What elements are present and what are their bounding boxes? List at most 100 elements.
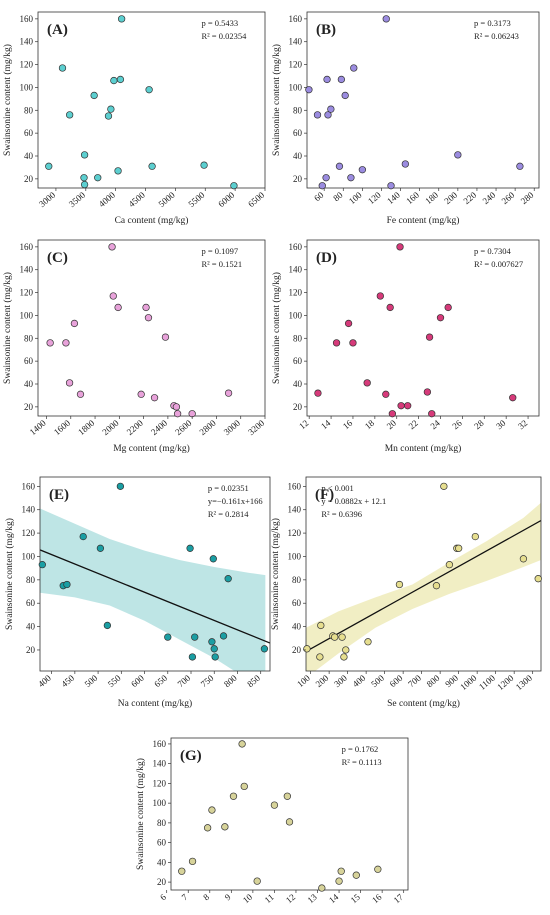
- y-tick-label: 20: [292, 645, 302, 655]
- x-tick-label: 650: [152, 673, 169, 690]
- plot-frame: [37, 239, 266, 417]
- data-point: [80, 151, 89, 159]
- x-tick-label: 8: [201, 892, 211, 903]
- plot-area: [307, 12, 539, 188]
- data-point: [327, 105, 335, 113]
- x-tick-label: 26: [450, 418, 464, 432]
- x-tick-label: 2400: [149, 418, 170, 438]
- x-tick-label: 4500: [127, 190, 148, 210]
- y-tick-label: 140: [20, 265, 34, 275]
- stat-annotation: y = 0.0882x + 12.1: [321, 496, 386, 506]
- x-tick-label: 4000: [97, 190, 118, 210]
- data-point: [109, 292, 117, 300]
- data-point: [322, 174, 330, 182]
- stat-annotation: p = 0.7304: [474, 246, 511, 256]
- x-tick-label: 100: [347, 190, 364, 207]
- panel-5: 400 450 500 550 600 650 700 750 800 850 20 40 60 80 10…: [4, 476, 271, 709]
- data-point: [363, 379, 371, 387]
- plot-frame: [305, 476, 542, 672]
- data-point: [188, 653, 197, 661]
- x-tick-label: 700: [176, 673, 193, 690]
- data-point: [108, 243, 116, 251]
- y-tick-label: 120: [153, 778, 167, 788]
- y-tick-label: 60: [26, 598, 36, 608]
- y-tick-label: 40: [157, 857, 167, 867]
- stat-annotation: p = 0.5433: [201, 18, 238, 28]
- x-tick-label: 3000: [222, 418, 243, 438]
- data-point: [186, 544, 194, 552]
- y-axis-label: Swainsonine content (mg/kg): [271, 44, 282, 156]
- y-tick-label: 140: [288, 505, 302, 515]
- data-point: [374, 865, 382, 873]
- data-point: [344, 319, 353, 328]
- data-point: [161, 333, 170, 341]
- x-tick-label: 3200: [246, 418, 267, 438]
- x-tick-label: 22: [407, 418, 420, 431]
- stat-annotation: y=−0.161x+166: [208, 496, 263, 506]
- x-tick-label: 1800: [76, 418, 97, 438]
- y-tick-label: 160: [20, 242, 34, 252]
- data-point: [117, 15, 126, 23]
- data-point: [432, 582, 441, 590]
- panel-label: (E): [49, 487, 69, 503]
- y-tick-label: 80: [293, 333, 303, 343]
- x-tick-label: 240: [481, 190, 498, 207]
- data-point: [253, 877, 261, 885]
- plot-frame: [170, 737, 409, 891]
- data-point: [65, 379, 74, 387]
- data-point: [80, 174, 88, 182]
- y-tick-label: 60: [24, 356, 34, 366]
- y-tick-label: 60: [292, 598, 302, 608]
- y-tick-label: 100: [289, 82, 303, 92]
- data-point: [238, 740, 246, 748]
- y-tick-label: 20: [24, 402, 34, 412]
- x-tick-label: 5000: [156, 190, 177, 210]
- x-tick-label: 2200: [125, 418, 146, 438]
- y-tick-label: 40: [24, 379, 34, 389]
- data-point: [337, 867, 345, 875]
- y-tick-label: 20: [293, 402, 303, 412]
- x-axis-label: Fe content (mg/kg): [387, 215, 460, 226]
- x-tick-label: 28: [472, 418, 486, 432]
- x-tick-label: 160: [404, 190, 421, 207]
- x-tick-label: 1200: [495, 673, 516, 693]
- data-point: [285, 818, 294, 826]
- x-tick-label: 220: [461, 190, 478, 207]
- data-point: [173, 410, 182, 418]
- x-tick-label: 15: [349, 892, 363, 906]
- x-tick-label: 140: [385, 190, 402, 207]
- data-point: [382, 390, 390, 398]
- data-point: [509, 394, 517, 402]
- x-tick-label: 5500: [186, 190, 207, 210]
- data-point: [208, 806, 216, 814]
- data-point: [519, 555, 528, 563]
- x-tick-label: 16: [370, 892, 384, 906]
- y-tick-label: 60: [24, 128, 34, 138]
- panel-4: 12 14 16 18 20 22 24 26 28 30 32 20 40 60 80 100 120 140 1…: [271, 239, 540, 454]
- y-tick-label: 100: [22, 551, 36, 561]
- y-tick-label: 160: [153, 739, 167, 749]
- panel-label: (D): [316, 250, 337, 266]
- y-tick-label: 140: [289, 265, 303, 275]
- data-point: [90, 91, 98, 100]
- x-axis-label: Se content (mg/kg): [387, 698, 460, 709]
- data-point: [352, 871, 360, 879]
- y-axis-label: Swainsonine content (mg/kg): [135, 758, 146, 870]
- y-tick-label: 80: [24, 333, 34, 343]
- panel-label: (A): [47, 22, 68, 38]
- y-tick-label: 140: [153, 759, 167, 769]
- data-point: [116, 482, 125, 490]
- data-point: [404, 402, 412, 410]
- x-tick-label: 120: [366, 190, 383, 207]
- x-tick-label: 6500: [246, 190, 267, 210]
- stat-annotation: p < 0.001: [321, 483, 353, 493]
- y-tick-label: 160: [288, 481, 302, 491]
- x-tick-label: 100: [295, 673, 312, 690]
- x-tick-label: 180: [423, 190, 440, 207]
- x-tick-label: 7: [180, 892, 190, 903]
- x-tick-label: 260: [500, 190, 517, 207]
- y-tick-label: 60: [157, 838, 167, 848]
- data-point: [224, 389, 233, 397]
- data-point: [516, 162, 524, 170]
- data-point: [387, 182, 395, 190]
